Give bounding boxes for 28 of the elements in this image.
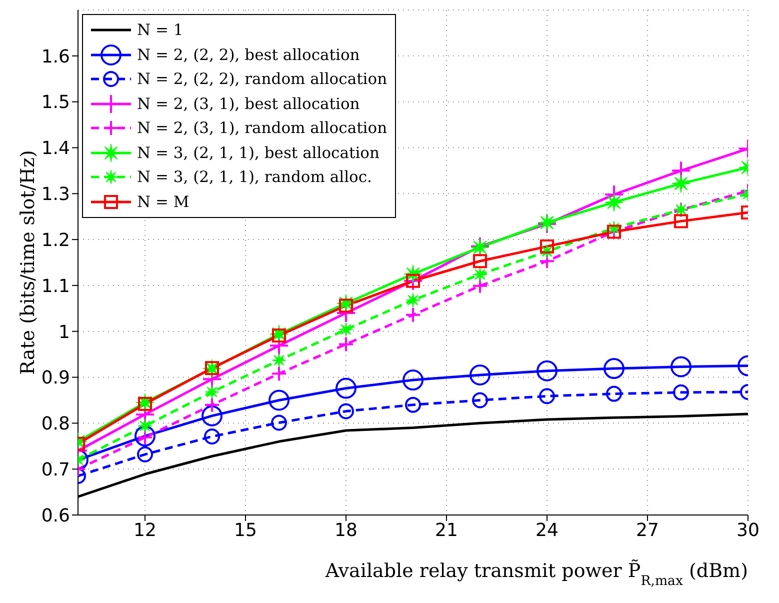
- x-tick-label: 18: [334, 520, 358, 541]
- y-tick-label: 1.3: [41, 184, 70, 206]
- y-tick-label: 0.7: [41, 459, 70, 480]
- x-tick-label: 27: [636, 520, 659, 541]
- x-tick-label: 12: [134, 520, 156, 541]
- y-tick-label: 1.6: [41, 46, 70, 68]
- legend-label: N = 1: [137, 20, 184, 41]
- x-tick-label: 15: [234, 520, 257, 541]
- legend-label: N = 2, (3, 1), random allocation: [137, 118, 388, 139]
- legend-label: N = 3, (2, 1, 1), random alloc.: [137, 167, 372, 188]
- x-axis-title: Available relay transmit power P̃$_{R,max}$ (dBm): [324, 558, 748, 588]
- legend-label: N = 2, (2, 2), random allocation: [137, 69, 388, 90]
- legend-label: N = 2, (2, 2), best allocation: [137, 44, 360, 66]
- x-tick-label: 24: [536, 520, 558, 541]
- y-tick-label: 0.9: [41, 368, 70, 389]
- y-tick-label: 0.6: [41, 505, 70, 526]
- y-tick-label: 1.4: [41, 138, 70, 160]
- legend-label: N = 2, (3, 1), best allocation: [137, 94, 360, 114]
- y-axis-title: Rate (bits/time slot/Hz): [16, 150, 39, 375]
- y-tick-label: 1.5: [41, 92, 70, 114]
- x-tick-label: 30: [736, 520, 760, 541]
- y-tick-label: 0.8: [41, 414, 70, 435]
- legend-label: N = 3, (2, 1, 1), best allocation: [137, 142, 380, 164]
- x-tick-label: 21: [435, 520, 458, 541]
- legend-label: N = M: [137, 192, 190, 212]
- y-tick-label: 1.2: [41, 230, 70, 251]
- y-tick-label: 1: [58, 322, 70, 343]
- y-tick-label: 1.1: [41, 276, 70, 297]
